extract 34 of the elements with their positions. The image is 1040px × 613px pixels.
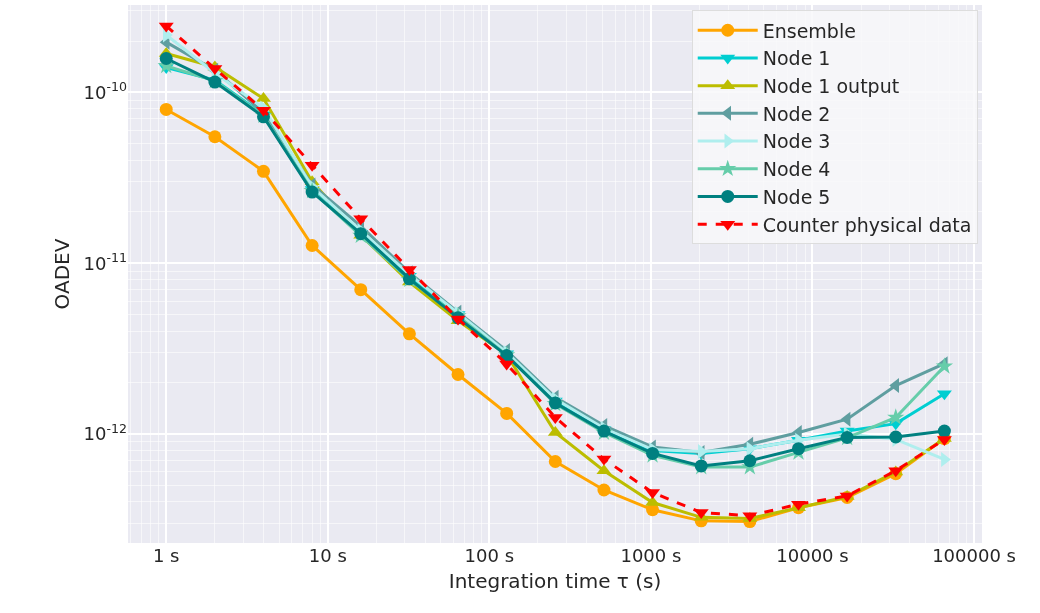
x-axis-title: Integration time τ (s)	[448, 568, 662, 593]
x-tick-label: 1000 s	[620, 545, 682, 566]
point	[354, 283, 368, 297]
x-tick-label: 100000 s	[932, 545, 1016, 566]
legend-label: Ensemble	[762, 19, 856, 42]
point	[935, 357, 954, 374]
y-axis-title: OADEV	[50, 238, 75, 310]
legend-label: Node 4	[762, 158, 831, 181]
legend-label: Counter physical data	[762, 213, 972, 236]
point	[887, 408, 905, 425]
point	[548, 455, 562, 468]
legend-label: Node 2	[762, 102, 831, 125]
legend-label: Node 5	[762, 185, 831, 208]
point	[208, 130, 222, 144]
point	[743, 454, 757, 468]
x-tick-label: 10000 s	[776, 545, 849, 566]
point	[451, 368, 465, 381]
legend-label: Node 1 output	[762, 75, 900, 98]
x-tick-label: 10 s	[308, 545, 347, 566]
point	[159, 102, 173, 116]
legend-label: Node 1	[762, 47, 831, 70]
point	[159, 51, 173, 65]
y-tick-label: 10$^{-11}$	[83, 249, 127, 274]
y-tick-label: 10$^{-10}$	[83, 79, 127, 103]
y-tick-label: 10$^{-12}$	[83, 420, 127, 445]
x-tick-label: 1 s	[152, 545, 180, 566]
point	[792, 442, 805, 456]
point	[402, 327, 416, 341]
point	[500, 406, 514, 420]
point	[257, 164, 270, 178]
legend-label: Node 3	[762, 130, 831, 153]
point	[597, 483, 611, 497]
x-tick-label: 100 s	[464, 545, 515, 566]
point	[305, 238, 319, 252]
